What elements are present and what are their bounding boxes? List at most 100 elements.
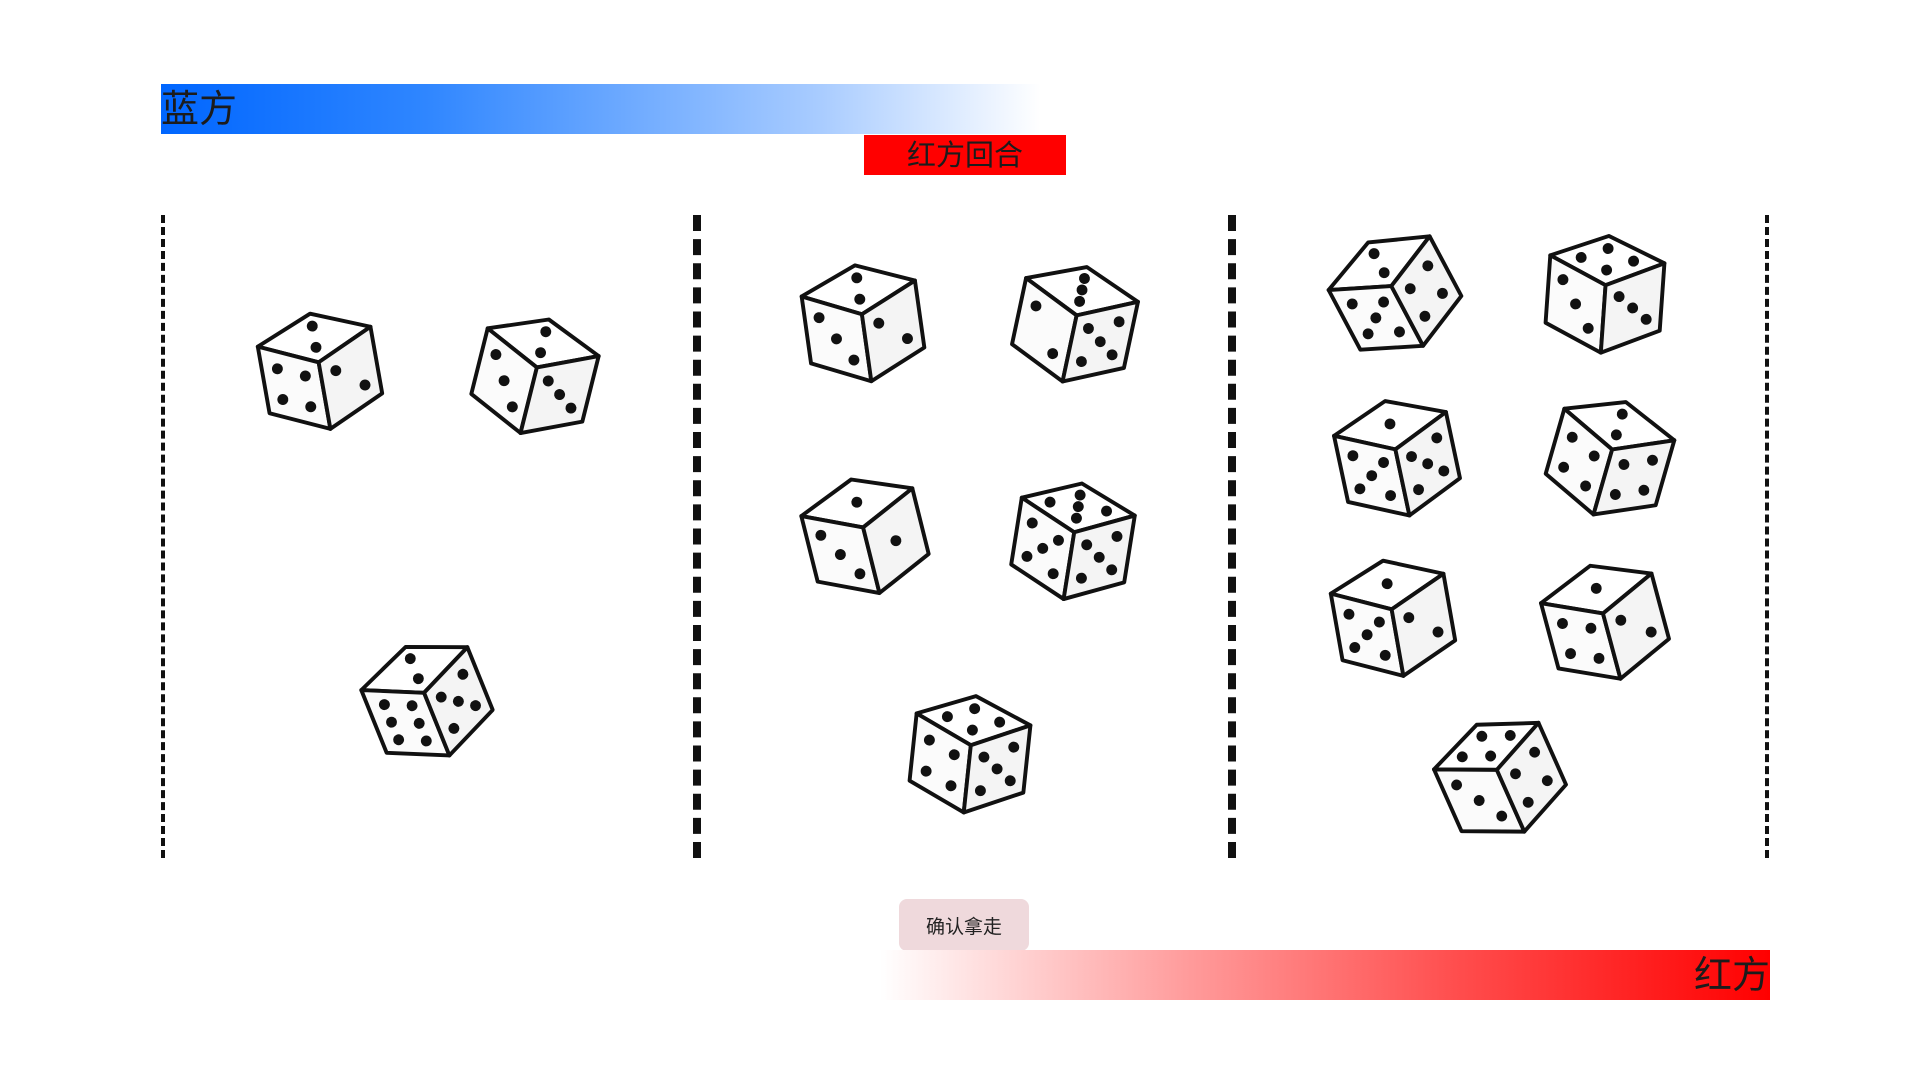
die-pip <box>1075 572 1087 584</box>
die-pip <box>1361 629 1373 641</box>
die[interactable] <box>1525 541 1684 700</box>
die[interactable] <box>899 682 1042 825</box>
turn-indicator: 红方回合 <box>864 135 1066 175</box>
die[interactable] <box>786 456 944 614</box>
die-pip <box>854 568 866 580</box>
die[interactable] <box>1318 542 1469 693</box>
die[interactable] <box>999 466 1148 615</box>
die-graphic <box>1326 234 1464 352</box>
die-pip <box>1616 408 1628 420</box>
die-graphic <box>799 477 931 595</box>
die-pip <box>1541 775 1553 787</box>
blue-player-banner: 蓝方 <box>161 84 1041 134</box>
die[interactable] <box>1414 691 1586 863</box>
die-pip <box>1106 349 1118 361</box>
die-pip <box>1438 465 1450 477</box>
die-pip <box>969 703 981 715</box>
die[interactable] <box>1307 205 1483 381</box>
die-pip <box>271 363 283 375</box>
die-pip <box>1394 326 1405 338</box>
die-graphic <box>1539 563 1671 681</box>
die-pip <box>448 722 460 734</box>
die-pip <box>1593 652 1605 664</box>
die-pip <box>890 535 902 547</box>
die-pip <box>1615 614 1627 626</box>
die-pip <box>831 333 842 345</box>
die-pip <box>1570 298 1582 310</box>
die-pip <box>1053 534 1064 546</box>
die-pip <box>1047 568 1059 580</box>
confirm-take-button[interactable]: 确认拿走 <box>899 899 1029 951</box>
die-graphic <box>1328 558 1458 678</box>
die-pip <box>1557 618 1568 629</box>
die-pip <box>1093 551 1105 563</box>
die-pip <box>542 375 554 387</box>
die-pip <box>848 354 860 366</box>
die-pip <box>815 529 827 541</box>
die-pip <box>554 389 566 400</box>
die-pip <box>1072 501 1084 513</box>
die-graphic <box>907 694 1033 815</box>
die-pip <box>1451 779 1463 791</box>
die-pip <box>851 272 863 284</box>
die-pip <box>1504 729 1516 741</box>
die-pip <box>1406 451 1417 463</box>
die-pip <box>1638 484 1650 496</box>
die-pip <box>1618 459 1630 470</box>
die-pip <box>1413 484 1425 496</box>
die-pip <box>1496 810 1508 822</box>
die-pip <box>941 711 953 723</box>
die-pip <box>1074 489 1086 501</box>
die[interactable] <box>456 296 614 454</box>
die-pip <box>1075 356 1087 368</box>
die-pip <box>1106 564 1118 576</box>
die-pip <box>945 780 957 792</box>
die-pip <box>1590 582 1602 594</box>
die-graphic <box>1432 720 1568 834</box>
die-pip <box>305 401 317 413</box>
die-pip <box>1566 431 1578 443</box>
pile-divider <box>1228 215 1236 858</box>
die-pip <box>386 716 397 728</box>
die-pip <box>540 326 552 338</box>
die-pip <box>1030 300 1042 312</box>
die-pip <box>1437 287 1448 299</box>
die-pip <box>412 673 424 685</box>
die-pip <box>1609 489 1621 500</box>
die[interactable] <box>1530 377 1691 538</box>
die-pip <box>1456 751 1468 763</box>
die-pip <box>1366 470 1378 482</box>
die-pip <box>1347 450 1359 462</box>
die-pip <box>1529 746 1541 758</box>
die-pip <box>1431 432 1443 444</box>
die-pip <box>1602 243 1614 254</box>
die-graphic <box>469 317 601 435</box>
die[interactable] <box>1320 380 1474 534</box>
die-pip <box>1485 750 1497 762</box>
turn-label: 红方回合 <box>906 138 1023 172</box>
die[interactable] <box>1536 224 1675 363</box>
die[interactable] <box>245 295 396 446</box>
die-pip <box>1557 274 1569 286</box>
die-pip <box>310 341 322 353</box>
die-graphic <box>1332 399 1462 518</box>
die-pip <box>1362 328 1374 340</box>
die-pip <box>413 717 425 729</box>
die-pip <box>1582 322 1594 334</box>
die-pip <box>1354 483 1366 495</box>
die[interactable] <box>790 249 937 396</box>
die-pip <box>1473 795 1485 806</box>
die-pip <box>978 751 990 763</box>
die-graphic <box>359 645 495 758</box>
die-pip <box>1008 741 1020 753</box>
die-pip <box>1640 313 1652 325</box>
die-pip <box>854 293 866 305</box>
die-pip <box>498 375 510 387</box>
die-pip <box>994 716 1006 728</box>
red-player-label: 红方 <box>1693 953 1770 997</box>
die[interactable] <box>342 615 511 784</box>
die-pip <box>813 312 825 324</box>
die-pip <box>1588 450 1600 462</box>
die[interactable] <box>998 246 1152 400</box>
die-pip <box>306 320 318 332</box>
